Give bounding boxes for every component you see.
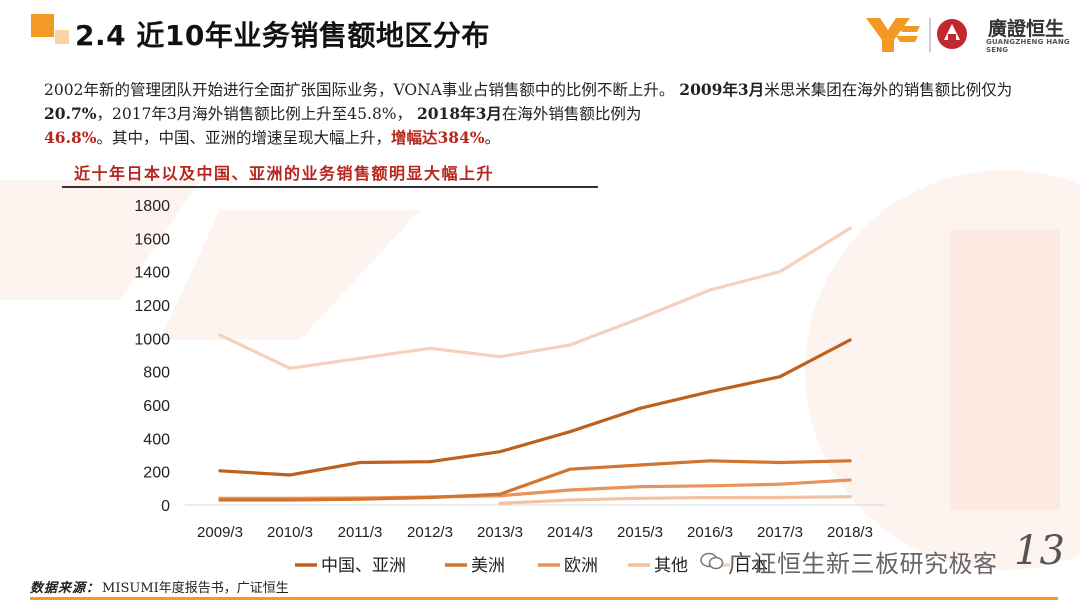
data-point <box>638 406 642 410</box>
series-line-3 <box>498 495 852 505</box>
data-point <box>568 430 572 434</box>
y-tick-label: 1800 <box>134 198 170 215</box>
x-tick-label: 2018/3 <box>827 524 873 541</box>
data-point <box>638 485 642 489</box>
logo-name: 廣證恒生 <box>988 18 1065 40</box>
data-point <box>848 338 852 342</box>
data-point <box>778 495 782 500</box>
x-tick-label: 2013/3 <box>477 524 523 541</box>
y-tick-label: 1200 <box>134 298 170 315</box>
legend-label: 其他 <box>654 556 688 576</box>
data-point <box>778 375 782 379</box>
data-point <box>288 498 292 502</box>
data-point <box>848 478 852 482</box>
series-line-1 <box>218 459 852 502</box>
x-tick-label: 2011/3 <box>338 524 383 541</box>
data-point <box>498 501 502 505</box>
data-point <box>778 270 782 274</box>
data-point <box>848 459 852 463</box>
chart-heading-underline <box>62 186 598 188</box>
x-tick-label: 2017/3 <box>757 524 803 541</box>
data-point <box>218 498 222 502</box>
data-point <box>358 356 362 360</box>
wechat-icon <box>700 552 724 570</box>
wechat-watermark: 广证恒生新三板研究极客 <box>728 544 998 579</box>
data-point <box>498 492 502 496</box>
data-point <box>638 496 642 500</box>
y-tick-label: 400 <box>143 431 170 448</box>
data-point <box>708 390 712 394</box>
data-point <box>428 346 432 350</box>
y-tick-label: 200 <box>143 465 170 482</box>
data-point <box>498 450 502 454</box>
intro-text-1: 2002年新的管理团队开始进行全面扩张国际业务，VONA事业占销售额中的比例不断… <box>44 81 675 99</box>
data-point <box>218 469 222 473</box>
data-point <box>498 355 502 359</box>
data-point <box>708 484 712 488</box>
series-line-4 <box>218 226 852 370</box>
intro-text-7: 在海外销售额比例为 <box>501 105 642 123</box>
legend-label: 欧洲 <box>564 556 598 576</box>
intro-text-9: 。其中，中国、亚洲的增速呈现大幅上升， <box>96 129 391 147</box>
data-point <box>848 226 852 230</box>
y-tick-label: 1600 <box>134 231 170 248</box>
data-point <box>708 459 712 463</box>
logo-subtitle: GUANGZHENG HANG SENG <box>986 38 1070 54</box>
intro-growth: 增幅达384% <box>391 128 485 147</box>
x-tick-label: 2012/3 <box>407 524 453 541</box>
legend-label: 美洲 <box>471 556 505 576</box>
intro-date-2009: 2009年3月 <box>679 80 765 99</box>
x-tick-label: 2014/3 <box>547 524 593 541</box>
page-number: 13 <box>1014 528 1065 574</box>
footer-source: 数据来源： MISUMI年度报告书，广证恒生 <box>30 577 289 596</box>
intro-text-3: 米思米集团在海外的销售额比例仅为 <box>764 81 1013 99</box>
data-point <box>638 316 642 320</box>
intro-paragraph: 2002年新的管理团队开始进行全面扩张国际业务，VONA事业占销售额中的比例不断… <box>44 78 1044 150</box>
data-point <box>288 366 292 370</box>
data-point <box>358 497 362 501</box>
data-point <box>568 467 572 471</box>
intro-pct-2009: 20.7% <box>44 104 97 123</box>
legend-label: 日本 <box>734 556 768 576</box>
data-point <box>568 488 572 492</box>
x-tick-label: 2009/3 <box>197 524 243 541</box>
intro-date-2018: 2018年3月 <box>416 104 502 123</box>
data-point <box>218 333 222 337</box>
footer-source-text: MISUMI年度报告书，广证恒生 <box>102 581 289 596</box>
footer-label: 数据来源： <box>30 581 101 596</box>
y-tick-label: 1400 <box>134 265 170 282</box>
series-line-0 <box>218 338 852 477</box>
data-point <box>778 482 782 486</box>
y-tick-label: 600 <box>143 398 170 415</box>
y-tick-label: 1000 <box>134 331 170 348</box>
y-tick-label: 800 <box>143 365 170 382</box>
chart-heading: 近十年日本以及中国、亚洲的业务销售额明显大幅上升 <box>74 164 495 183</box>
data-point <box>708 495 712 500</box>
x-tick-label: 2015/3 <box>617 524 663 541</box>
x-tick-label: 2016/3 <box>687 524 733 541</box>
data-point <box>778 460 782 465</box>
footer-bar <box>30 597 1058 600</box>
wechat-watermark-text: 广证恒生新三板研究极客 <box>728 550 998 578</box>
x-tick-label: 2010/3 <box>267 524 313 541</box>
legend-label: 中国、亚洲 <box>321 556 406 576</box>
data-point <box>288 473 292 477</box>
intro-text-11: 。 <box>484 129 501 147</box>
data-point <box>358 460 362 465</box>
data-point <box>568 343 572 347</box>
data-point <box>708 288 712 292</box>
intro-pct-2018: 46.8% <box>44 128 97 147</box>
intro-text-5: ，2017年3月海外销售额比例上升至45.8%， <box>96 105 413 123</box>
company-logo <box>866 18 967 52</box>
page-title: 2.4 近10年业务销售额地区分布 <box>75 19 490 52</box>
title-accent-square <box>31 14 54 37</box>
y-tick-label: 0 <box>161 498 170 515</box>
data-point <box>428 495 432 500</box>
title-accent-square-small <box>55 30 69 44</box>
data-point <box>568 498 572 502</box>
data-point <box>428 460 432 464</box>
data-point <box>848 495 852 499</box>
data-point <box>638 463 642 467</box>
